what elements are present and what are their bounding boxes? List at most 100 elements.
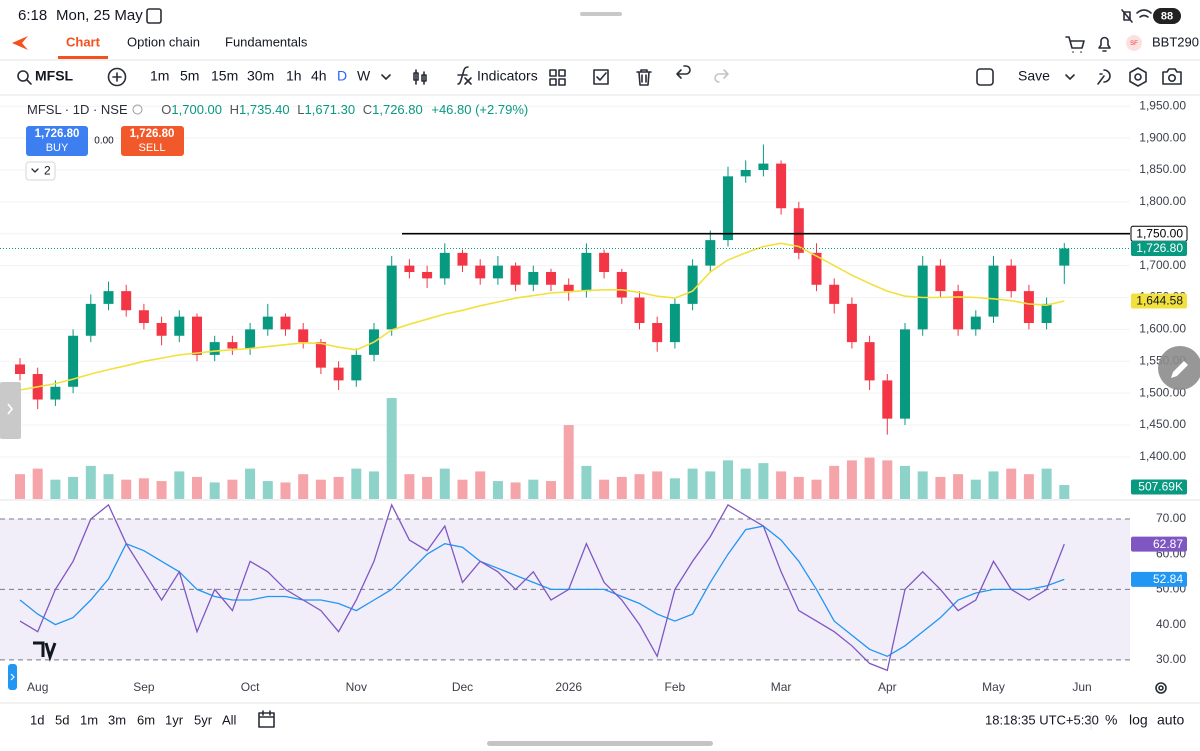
indicator-count: 2 bbox=[44, 164, 51, 178]
price-badge bbox=[1131, 293, 1187, 309]
layouts-icon[interactable] bbox=[549, 69, 566, 86]
save-menu[interactable] bbox=[1065, 74, 1075, 80]
price-badge bbox=[1131, 241, 1187, 257]
buy-button[interactable] bbox=[26, 126, 88, 156]
symbol[interactable]: MFSL bbox=[35, 68, 74, 84]
auto-toggle[interactable]: auto bbox=[1157, 712, 1184, 728]
bell-icon[interactable] bbox=[1098, 36, 1111, 52]
volume-bar bbox=[723, 460, 733, 499]
tab-fundamentals[interactable]: Fundamentals bbox=[225, 34, 308, 49]
snapshot-icon[interactable] bbox=[1162, 68, 1182, 85]
interval-button[interactable]: 4h bbox=[311, 68, 327, 84]
volume-bar bbox=[404, 474, 415, 499]
chart-type-icon[interactable] bbox=[413, 69, 427, 85]
interval-button[interactable]: W bbox=[357, 68, 371, 84]
indicator-toggle[interactable] bbox=[25, 161, 56, 181]
volume-bar bbox=[492, 481, 503, 499]
candle-body bbox=[475, 265, 486, 279]
candle-body bbox=[776, 163, 787, 209]
candle-body bbox=[970, 316, 981, 330]
alerts-icon[interactable] bbox=[593, 69, 609, 85]
add-symbol-plus bbox=[112, 72, 122, 82]
x-tick-label: Jun bbox=[1072, 680, 1091, 694]
ohlc-value: 1,726.80 bbox=[372, 102, 423, 117]
interval-button[interactable]: 1m bbox=[150, 68, 169, 84]
volume-bar bbox=[333, 476, 344, 499]
undo-icon[interactable] bbox=[676, 65, 691, 79]
ohlc-key: C bbox=[363, 102, 372, 117]
price-badge bbox=[1131, 536, 1187, 552]
range-button[interactable]: 5d bbox=[55, 712, 69, 727]
x-tick-label: Apr bbox=[878, 680, 897, 694]
range-button[interactable]: 6m bbox=[137, 712, 155, 727]
panel-handle-arrow bbox=[10, 673, 15, 681]
chart-area[interactable]: 1,400.001,450.001,500.001,550.001,600.00… bbox=[0, 98, 1200, 694]
indicators-button[interactable]: Indicators bbox=[477, 68, 538, 84]
range-button[interactable]: 1m bbox=[80, 712, 98, 727]
candle-body bbox=[528, 271, 539, 285]
volume-bar bbox=[917, 471, 928, 499]
volume-bar bbox=[227, 479, 238, 499]
settings-icon[interactable] bbox=[1129, 67, 1147, 87]
percent-toggle[interactable]: % bbox=[1105, 712, 1117, 728]
volume-bar bbox=[422, 476, 433, 499]
interval-button[interactable]: 1h bbox=[286, 68, 302, 84]
tab-option-chain[interactable]: Option chain bbox=[127, 34, 200, 49]
sell-button[interactable] bbox=[121, 126, 184, 156]
candle-body bbox=[262, 316, 273, 330]
interval-button[interactable]: 15m bbox=[211, 68, 238, 84]
volume-bar bbox=[882, 460, 893, 499]
candle-body bbox=[386, 265, 397, 330]
volume-bar bbox=[138, 478, 149, 499]
ohlc-key: H bbox=[230, 102, 239, 117]
delete-icon[interactable] bbox=[636, 69, 652, 86]
layout-toggle[interactable] bbox=[976, 68, 994, 86]
tab-chart[interactable]: Chart bbox=[66, 34, 101, 49]
x-tick-label: Mar bbox=[771, 680, 792, 694]
axis-settings[interactable] bbox=[1155, 682, 1167, 694]
avatar-initials: SF bbox=[1130, 41, 1138, 47]
quick-search-icon[interactable] bbox=[1097, 69, 1111, 85]
range-button[interactable]: 5yr bbox=[194, 712, 213, 727]
rsi-line bbox=[19, 503, 1065, 672]
candle-body bbox=[457, 252, 468, 266]
candle-body bbox=[1006, 265, 1017, 292]
go-to-date[interactable] bbox=[258, 710, 275, 728]
x-tick-label: Aug bbox=[27, 680, 48, 694]
candle-body bbox=[935, 265, 946, 292]
add-symbol[interactable] bbox=[107, 67, 127, 87]
legend: MFSL · 1D · NSE O1,700.00 H1,735.40 L1,6… bbox=[27, 102, 528, 117]
candle-body bbox=[156, 323, 167, 336]
range-button[interactable]: All bbox=[222, 712, 237, 727]
volume-bar bbox=[758, 463, 769, 499]
legend-eye[interactable] bbox=[132, 104, 143, 115]
redo-icon bbox=[714, 69, 729, 83]
range-button[interactable]: 3m bbox=[108, 712, 126, 727]
range-button[interactable]: 1yr bbox=[165, 712, 184, 727]
candle-body bbox=[740, 169, 751, 177]
cart-icon[interactable] bbox=[1065, 36, 1085, 53]
candle-body bbox=[209, 342, 220, 355]
volume-bar bbox=[386, 398, 397, 499]
save-button[interactable]: Save bbox=[1018, 68, 1050, 84]
back-button[interactable] bbox=[12, 36, 28, 50]
panel-handle[interactable] bbox=[8, 664, 17, 690]
interval-button[interactable]: 5m bbox=[180, 68, 199, 84]
candle-body bbox=[758, 163, 769, 170]
interval-button[interactable]: 30m bbox=[247, 68, 274, 84]
interval-menu[interactable] bbox=[381, 74, 391, 80]
volume-bar bbox=[829, 465, 840, 499]
volume-bar bbox=[103, 474, 114, 499]
account-id[interactable]: BBT290 bbox=[1152, 34, 1199, 49]
avatar[interactable] bbox=[1126, 35, 1142, 51]
interval-button[interactable]: D bbox=[337, 68, 347, 84]
status-date: Mon, 25 May bbox=[56, 7, 143, 24]
log-toggle[interactable]: log bbox=[1129, 712, 1148, 728]
x-tick-label: May bbox=[982, 680, 1005, 694]
range-button[interactable]: 1d bbox=[30, 712, 44, 727]
indicators-icon[interactable] bbox=[457, 66, 472, 85]
candle-body bbox=[900, 329, 910, 419]
legend-title: MFSL · 1D · NSE bbox=[27, 102, 128, 117]
search-icon[interactable] bbox=[17, 70, 29, 82]
volume-bar bbox=[793, 476, 804, 499]
